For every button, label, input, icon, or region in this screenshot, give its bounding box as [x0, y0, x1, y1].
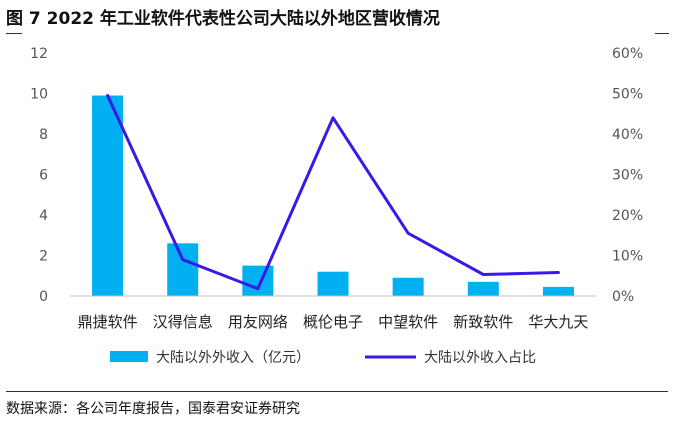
- bar-汉得信息: [167, 243, 199, 296]
- source-note: 数据来源：各公司年度报告，国泰君安证券研究: [6, 401, 300, 417]
- left-axis-tick-label: 2: [39, 249, 48, 265]
- left-axis-tick-label: 6: [39, 168, 48, 184]
- left-axis-tick-label: 4: [39, 208, 48, 224]
- right-axis-tick-label: 60%: [612, 46, 643, 62]
- legend-bar-label: 大陆以外外收入（亿元）: [156, 350, 310, 366]
- top-right-rule: [655, 33, 669, 34]
- category-label: 华大九天: [528, 313, 588, 331]
- right-axis-tick-label: 40%: [612, 127, 643, 143]
- bar-华大九天: [542, 286, 574, 296]
- category-label: 用友网络: [228, 313, 288, 331]
- category-label: 汉得信息: [153, 313, 213, 331]
- left-axis-tick-label: 8: [39, 127, 48, 143]
- bar-概伦电子: [317, 271, 349, 296]
- left-axis-tick-label: 0: [39, 289, 48, 305]
- top-left-rule: [6, 33, 22, 34]
- legend-line-label: 大陆以外收入占比: [424, 350, 536, 366]
- line-series-share: [106, 94, 560, 291]
- left-axis-tick-label: 12: [30, 46, 48, 62]
- bottom-rule: [6, 391, 668, 392]
- category-label: 概伦电子: [303, 313, 363, 331]
- right-axis-tick-label: 50%: [612, 87, 643, 103]
- right-axis-tick-label: 20%: [612, 208, 643, 224]
- category-label: 新致软件: [453, 313, 513, 331]
- legend-bar-swatch: [110, 351, 148, 362]
- bar-鼎捷软件: [92, 95, 124, 297]
- bar-用友网络: [242, 265, 274, 296]
- right-axis-tick-label: 30%: [612, 168, 643, 184]
- left-axis-tick-label: 10: [30, 87, 48, 103]
- right-axis-tick-label: 10%: [612, 249, 643, 265]
- figure-title: 图 7 2022 年工业软件代表性公司大陆以外地区营收情况: [6, 9, 440, 29]
- bar-中望软件: [392, 277, 424, 296]
- bar-新致软件: [467, 281, 499, 296]
- category-label: 中望软件: [378, 313, 438, 331]
- category-label: 鼎捷软件: [78, 313, 138, 331]
- right-axis-tick-label: 0%: [612, 289, 634, 305]
